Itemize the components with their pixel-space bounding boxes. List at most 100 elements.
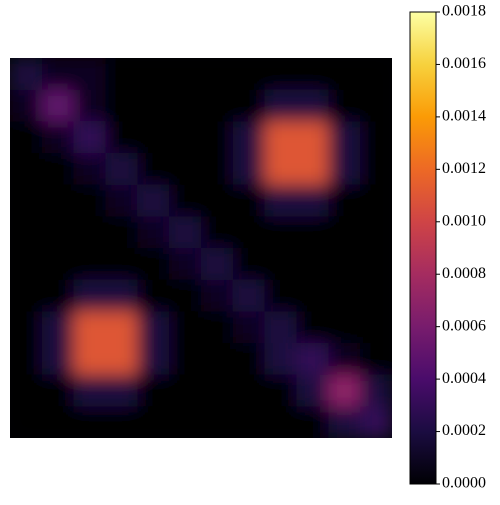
heatmap-cell — [137, 216, 170, 249]
heatmap-cell — [264, 248, 297, 281]
heatmap-cell — [137, 279, 170, 312]
heatmap-cell — [73, 343, 106, 376]
heatmap-cell — [10, 58, 43, 91]
heatmap-cell — [169, 184, 202, 217]
heatmap-cell — [232, 343, 266, 376]
heatmap-cell — [105, 216, 138, 249]
heatmap-cell — [296, 374, 329, 407]
heatmap-cell — [73, 279, 106, 312]
heatmap-cell — [328, 311, 361, 344]
heatmap-cell — [328, 58, 361, 91]
heatmap-cell — [296, 406, 329, 438]
heatmap-cell — [296, 89, 329, 122]
heatmap-cell — [73, 153, 106, 186]
heatmap-cell — [232, 311, 266, 344]
heatmap-cell — [264, 184, 297, 217]
heatmap-cell — [201, 153, 234, 186]
heatmap-cell — [73, 406, 106, 438]
heatmap-cell — [41, 248, 75, 281]
heatmap-cell — [10, 279, 43, 312]
heatmap-cell — [264, 311, 297, 344]
heatmap-cell — [169, 58, 202, 91]
heatmap-cell — [360, 89, 392, 122]
heatmap-cell — [296, 153, 329, 186]
heatmap-cell — [73, 89, 106, 122]
heatmap-cell — [10, 248, 43, 281]
heatmap-cell — [10, 153, 43, 186]
heatmap-cells — [10, 58, 392, 438]
heatmap-cell — [105, 89, 138, 122]
heatmap-cell — [73, 311, 106, 344]
heatmap-cell — [137, 311, 170, 344]
heatmap-cell — [73, 374, 106, 407]
heatmap-cell — [73, 184, 106, 217]
heatmap-cell — [360, 343, 392, 376]
heatmap-cell — [201, 406, 234, 438]
heatmap-cell — [169, 153, 202, 186]
heatmap-cell — [201, 121, 234, 154]
heatmap-cell — [137, 343, 170, 376]
heatmap-cell — [360, 121, 392, 154]
colorbar-tick-label: 0.0004 — [442, 370, 486, 387]
heatmap-cell — [105, 311, 138, 344]
heatmap-cell — [41, 406, 75, 438]
heatmap-cell — [201, 184, 234, 217]
heatmap-cell — [137, 184, 170, 217]
heatmap-cell — [232, 58, 266, 91]
heatmap-cell — [360, 311, 392, 344]
heatmap-cell — [232, 121, 266, 154]
heatmap-cell — [41, 374, 75, 407]
heatmap-cell — [296, 184, 329, 217]
heatmap-cell — [360, 248, 392, 281]
heatmap-cell — [328, 89, 361, 122]
heatmap-cell — [137, 153, 170, 186]
heatmap-cell — [232, 248, 266, 281]
colorbar-tick-label: 0.0006 — [442, 317, 486, 334]
heatmap-cell — [264, 153, 297, 186]
colorbar-tick-label: 0.0000 — [442, 475, 486, 492]
heatmap-cell — [360, 58, 392, 91]
heatmap-cell — [296, 216, 329, 249]
heatmap-cell — [360, 184, 392, 217]
heatmap-cell — [10, 216, 43, 249]
heatmap-cell — [232, 89, 266, 122]
heatmap-cell — [264, 89, 297, 122]
heatmap-cell — [105, 279, 138, 312]
colorbar-tick-label: 0.0002 — [442, 422, 486, 439]
colorbar — [409, 11, 437, 485]
heatmap-cell — [73, 121, 106, 154]
heatmap-cell — [232, 184, 266, 217]
heatmap-cell — [137, 374, 170, 407]
heatmap-cell — [10, 406, 43, 438]
heatmap-cell — [137, 121, 170, 154]
heatmap-cell — [264, 374, 297, 407]
heatmap-cell — [328, 406, 361, 438]
heatmap-cell — [73, 248, 106, 281]
heatmap-cell — [328, 279, 361, 312]
heatmap-cell — [41, 121, 75, 154]
heatmap-cell — [360, 153, 392, 186]
heatmap-cell — [296, 279, 329, 312]
heatmap-cell — [201, 248, 234, 281]
heatmap-cell — [41, 279, 75, 312]
heatmap-cell — [41, 58, 75, 91]
colorbar-tick-label: 0.0016 — [442, 55, 486, 72]
heatmap-cell — [328, 374, 361, 407]
heatmap-cell — [105, 343, 138, 376]
heatmap-cell — [201, 89, 234, 122]
heatmap-cell — [169, 121, 202, 154]
heatmap-cell — [73, 216, 106, 249]
heatmap-cell — [201, 311, 234, 344]
heatmap-cell — [41, 184, 75, 217]
heatmap-cell — [169, 343, 202, 376]
heatmap-cell — [41, 311, 75, 344]
colorbar-tick-label: 0.0014 — [442, 108, 486, 125]
heatmap-cell — [105, 248, 138, 281]
heatmap-cell — [169, 248, 202, 281]
heatmap-cell — [169, 374, 202, 407]
heatmap-cell — [264, 343, 297, 376]
heatmap-cell — [105, 184, 138, 217]
heatmap-cell — [264, 58, 297, 91]
heatmap-cell — [169, 311, 202, 344]
